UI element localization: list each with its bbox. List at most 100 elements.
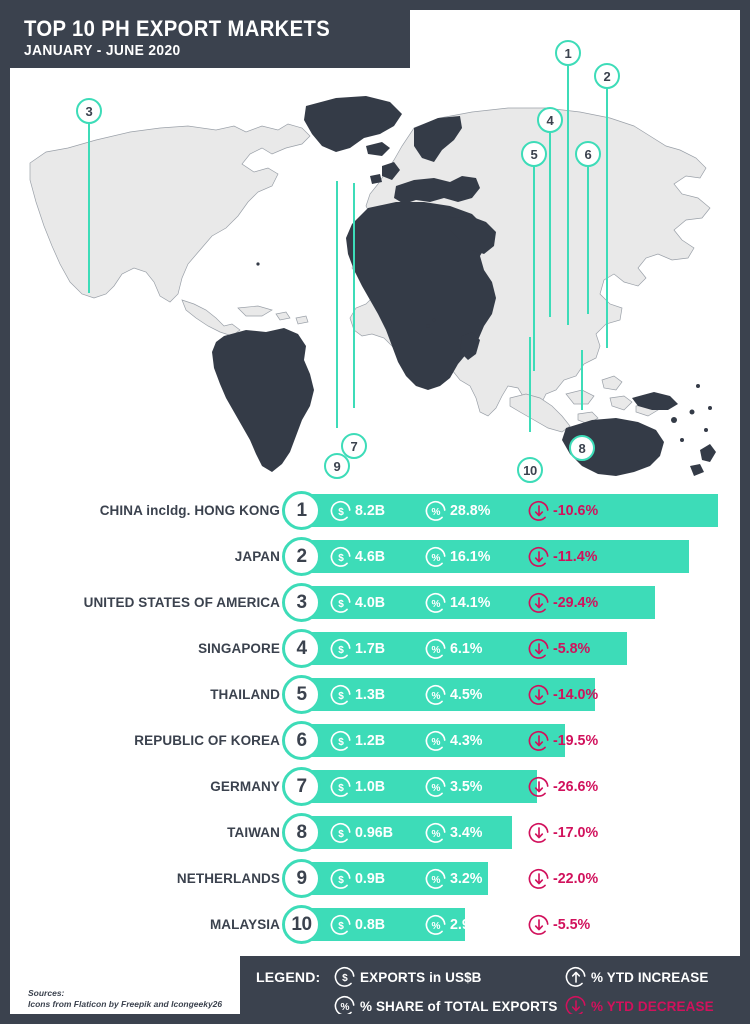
ytd-value: -29.4% (528, 586, 601, 619)
map-marker-rank-badge: 10 (517, 457, 543, 483)
svg-text:$: $ (338, 507, 344, 518)
arrow-down-circle-icon (528, 546, 549, 567)
share-text: 4.3% (450, 732, 483, 749)
exports-value: $0.8B (330, 908, 387, 941)
map-marker-rank-badge: 4 (537, 107, 563, 133)
ytd-text: -17.0% (553, 824, 599, 841)
share-value: % 3.5% (425, 770, 484, 803)
exports-value: $4.6B (330, 540, 387, 573)
rank-badge: 7 (282, 767, 321, 806)
svg-text:%: % (432, 921, 441, 932)
page-title: TOP 10 PH EXPORT MARKETS (24, 16, 331, 41)
ytd-text: -19.5% (553, 732, 599, 749)
value-bar (292, 540, 689, 573)
exports-value: $1.7B (330, 632, 387, 665)
svg-text:$: $ (338, 921, 344, 932)
exports-value: $0.96B (330, 816, 395, 849)
map-marker-stem (587, 166, 589, 314)
arrow-down-circle-icon (528, 868, 549, 889)
share-value: % 4.5% (425, 678, 484, 711)
svg-text:%: % (432, 645, 441, 656)
table-row[interactable]: MALAYSIA 10 $0.8B% 2.9% -5.5% (10, 902, 740, 947)
country-label: THAILAND (210, 687, 280, 702)
exports-value: $1.0B (330, 770, 387, 803)
ytd-text: -5.5% (553, 916, 591, 933)
ytd-text: -5.8% (553, 640, 591, 657)
share-text: 28.8% (450, 502, 491, 519)
table-row[interactable]: NETHERLANDS 9 $0.9B% 3.2% -22.0% (10, 856, 740, 901)
map-marker-stem (88, 123, 90, 293)
legend-item-share: % % SHARE of TOTAL EXPORTS (334, 995, 557, 1014)
world-map: 1 2 3 4 5 6 7 8 9 10 (10, 40, 740, 488)
arrow-down-circle-icon (528, 684, 549, 705)
svg-text:$: $ (338, 875, 344, 886)
ytd-text: -14.0% (553, 686, 599, 703)
value-bar (292, 494, 718, 527)
map-marker-stem (581, 350, 583, 410)
map-marker-stem (529, 337, 531, 432)
ytd-text: -22.0% (553, 870, 599, 887)
ytd-text: -29.4% (553, 594, 599, 611)
poster-canvas: TOP 10 PH EXPORT MARKETS JANUARY - JUNE … (10, 10, 740, 1014)
share-text: 3.5% (450, 778, 483, 795)
percent-circle-icon: % (425, 684, 446, 705)
arrow-down-circle-icon (528, 914, 549, 935)
ytd-value: -14.0% (528, 678, 601, 711)
legend-item-increase: % YTD INCREASE (565, 966, 708, 988)
svg-text:%: % (432, 875, 441, 886)
rank-badge: 8 (282, 813, 321, 852)
dollar-circle-icon: $ (330, 822, 351, 843)
arrow-down-circle-icon (528, 730, 549, 751)
share-value: % 28.8% (425, 494, 493, 527)
ytd-text: -26.6% (553, 778, 599, 795)
country-label: NETHERLANDS (176, 871, 280, 886)
arrow-down-circle-icon (528, 776, 549, 797)
dollar-circle-icon: $ (330, 776, 351, 797)
value-bar (292, 632, 627, 665)
rank-badge: 5 (282, 675, 321, 714)
map-marker-rank-badge: 7 (341, 433, 367, 459)
map-marker-rank-badge: 2 (594, 63, 620, 89)
exports-text: 1.3B (355, 686, 386, 703)
svg-text:$: $ (338, 829, 344, 840)
table-row[interactable]: CHINA incldg. HONG KONG 1 $8.2B% 28.8% -10.6… (10, 488, 740, 533)
world-map-svg (29, 96, 716, 476)
exports-value: $1.2B (330, 724, 387, 757)
dollar-circle-icon: $ (330, 500, 351, 521)
share-value: % 4.3% (425, 724, 484, 757)
table-row[interactable]: JAPAN 2 $4.6B% 16.1% -11.4% (10, 534, 740, 579)
legend-item-decrease: % YTD DECREASE (565, 995, 714, 1014)
map-marker-rank-badge: 3 (76, 98, 102, 124)
table-row[interactable]: UNITED STATES OF AMERICA 3 $4.0B% 14.1% -29.… (10, 580, 740, 625)
legend-item-exports: $ EXPORTS in US$B (334, 966, 482, 988)
exports-text: 8.2B (355, 502, 386, 519)
value-bar (292, 586, 655, 619)
table-row[interactable]: SINGAPORE 4 $1.7B% 6.1% -5.8% (10, 626, 740, 671)
value-bar (292, 678, 595, 711)
value-bar (292, 816, 512, 849)
dollar-circle-icon: $ (330, 914, 351, 935)
map-marker-stem (606, 88, 608, 348)
svg-text:%: % (432, 829, 441, 840)
map-marker-rank-badge: 6 (575, 141, 601, 167)
table-row[interactable]: THAILAND 5 $1.3B % 4.5% -14.0% (10, 672, 740, 717)
svg-text:%: % (432, 737, 441, 748)
map-marker-stem (549, 132, 551, 317)
legend-exports-label: EXPORTS in US$B (360, 969, 482, 985)
country-label: MALAYSIA (209, 917, 280, 932)
arrow-down-circle-icon (528, 592, 549, 613)
table-row[interactable]: GERMANY 7 $1.0B% 3.5% -26.6% (10, 764, 740, 809)
table-row[interactable]: REPUBLIC OF KOREA 6 $1.2B% 4.3% -19.5% (10, 718, 740, 763)
legend-share-label: % SHARE of TOTAL EXPORTS (360, 998, 558, 1014)
ytd-value: -17.0% (528, 816, 601, 849)
map-marker-rank-badge: 8 (569, 435, 595, 461)
sources-note: Sources: Icons from Flaticon by Freepik … (28, 988, 222, 1010)
exports-text: 0.9B (355, 870, 386, 887)
legend-decrease-label: % YTD DECREASE (591, 998, 714, 1014)
dollar-circle-icon: $ (330, 684, 351, 705)
share-text: 3.4% (450, 824, 483, 841)
percent-circle-icon: % (425, 546, 446, 567)
ytd-value: -10.6% (528, 494, 601, 527)
table-row[interactable]: TAIWAN 8 $0.96B% 3.4% -17.0% (10, 810, 740, 855)
